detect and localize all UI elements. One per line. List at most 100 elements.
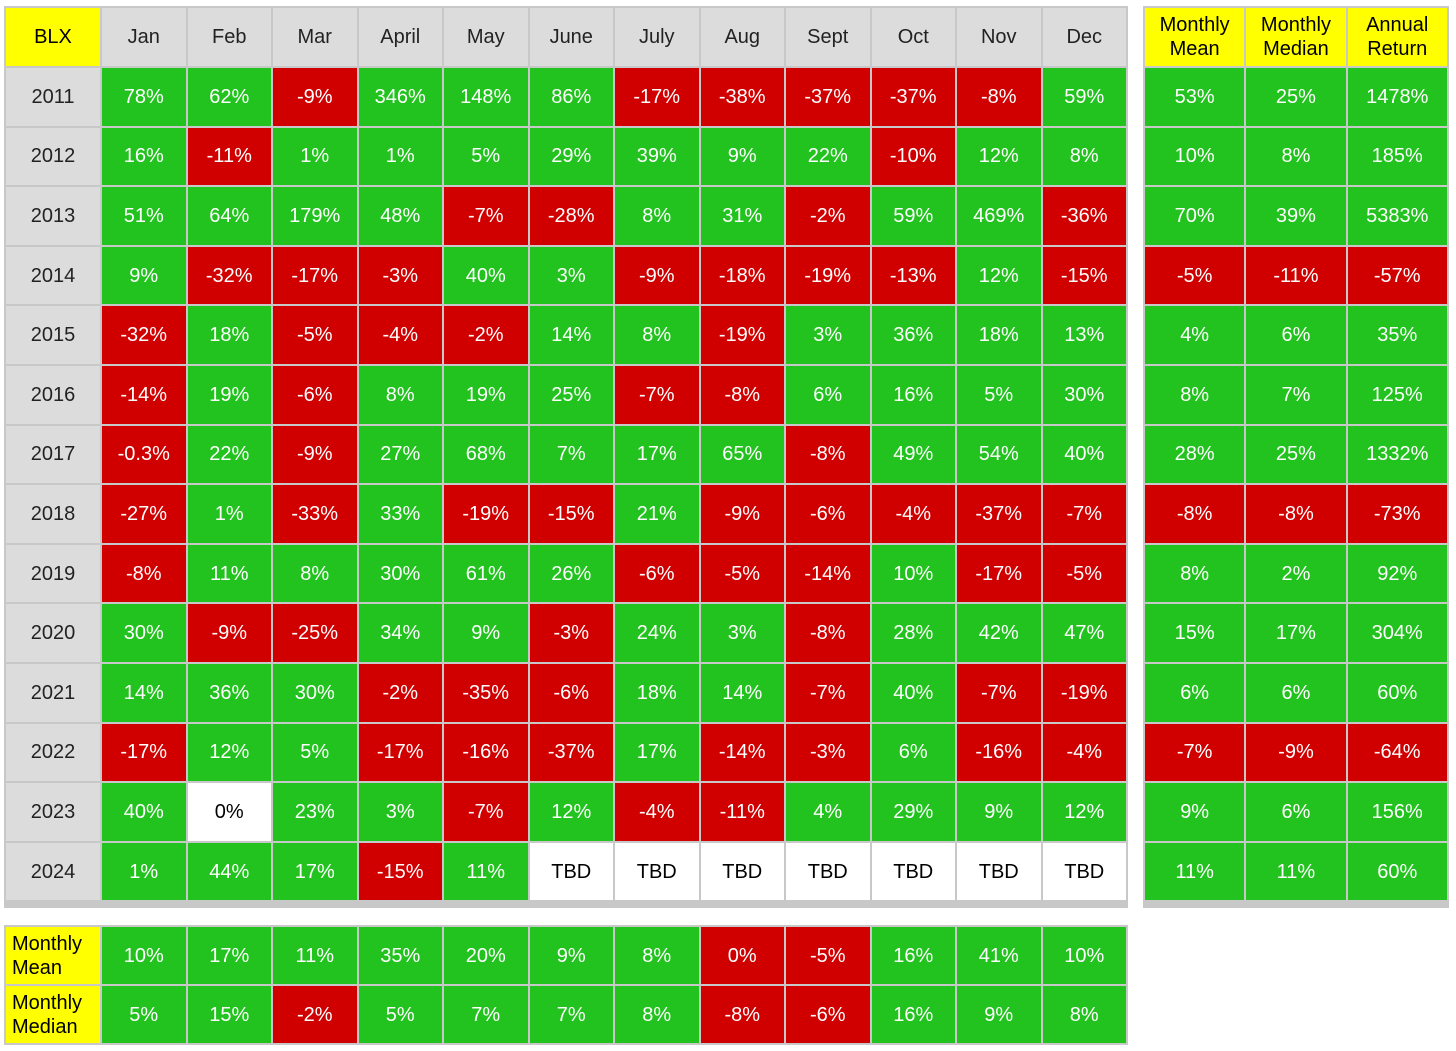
return-cell: 1% bbox=[358, 127, 442, 186]
bottom-row-label: Monthly Mean bbox=[6, 927, 100, 984]
summary-cell: 10% bbox=[1145, 127, 1245, 186]
return-cell: -17% bbox=[358, 723, 442, 782]
return-cell: 14% bbox=[102, 663, 186, 722]
return-cell: 9% bbox=[444, 604, 528, 662]
summary-cell: -9% bbox=[1246, 723, 1346, 782]
bottom-summary-cell: 8% bbox=[1042, 986, 1126, 1043]
return-cell: 26% bbox=[529, 544, 613, 603]
bottom-summary-cell: 41% bbox=[957, 927, 1041, 984]
return-cell: 17% bbox=[615, 425, 699, 484]
return-cell: 54% bbox=[957, 425, 1041, 484]
month-header: Jan bbox=[102, 8, 186, 66]
return-cell: -9% bbox=[700, 485, 784, 543]
return-cell: -3% bbox=[786, 723, 870, 782]
return-cell: -9% bbox=[273, 425, 357, 484]
return-cell: -5% bbox=[700, 544, 784, 603]
year-label: 2017 bbox=[6, 425, 100, 484]
year-label: 2011 bbox=[6, 68, 100, 126]
return-cell: 17% bbox=[273, 842, 357, 901]
return-cell: 48% bbox=[358, 187, 442, 245]
return-cell: TBD bbox=[1042, 842, 1126, 901]
return-cell: 30% bbox=[273, 663, 357, 722]
return-cell: 18% bbox=[187, 306, 271, 364]
return-cell: -9% bbox=[187, 604, 271, 662]
return-cell: -7% bbox=[786, 663, 870, 722]
return-cell: -17% bbox=[273, 246, 357, 305]
return-cell: 39% bbox=[615, 127, 699, 186]
summary-cell: 7% bbox=[1246, 365, 1346, 424]
summary-cell: 4% bbox=[1145, 306, 1245, 364]
return-cell: -16% bbox=[957, 723, 1041, 782]
return-cell: 179% bbox=[273, 187, 357, 245]
return-cell: -18% bbox=[700, 246, 784, 305]
bottom-summary-cell: 17% bbox=[187, 927, 271, 984]
return-cell: 18% bbox=[615, 663, 699, 722]
return-cell: 16% bbox=[102, 127, 186, 186]
return-cell: 61% bbox=[444, 544, 528, 603]
return-cell: -10% bbox=[871, 127, 955, 186]
return-cell: -25% bbox=[273, 604, 357, 662]
summary-cell: 70% bbox=[1145, 187, 1245, 245]
bottom-summary-cell: 7% bbox=[444, 986, 528, 1043]
return-cell: 18% bbox=[957, 306, 1041, 364]
return-cell: -8% bbox=[102, 544, 186, 603]
summary-cell: -5% bbox=[1145, 246, 1245, 305]
return-cell: 5% bbox=[444, 127, 528, 186]
return-cell: 86% bbox=[529, 68, 613, 126]
return-cell: 8% bbox=[273, 544, 357, 603]
return-cell: 64% bbox=[187, 187, 271, 245]
return-cell: 12% bbox=[957, 127, 1041, 186]
summary-cell: -11% bbox=[1246, 246, 1346, 305]
summary-cell: -8% bbox=[1145, 485, 1245, 543]
return-cell: 3% bbox=[700, 604, 784, 662]
return-cell: 59% bbox=[1042, 68, 1126, 126]
return-cell: 19% bbox=[444, 365, 528, 424]
summary-cell: 60% bbox=[1347, 842, 1447, 901]
year-label: 2019 bbox=[6, 544, 100, 603]
return-cell: 40% bbox=[444, 246, 528, 305]
return-cell: 29% bbox=[871, 783, 955, 841]
return-cell: -38% bbox=[700, 68, 784, 126]
summary-cell: 304% bbox=[1347, 604, 1447, 662]
return-cell: -6% bbox=[615, 544, 699, 603]
summary-cell: -8% bbox=[1246, 485, 1346, 543]
summary-cell: -64% bbox=[1347, 723, 1447, 782]
bottom-summary-cell: 9% bbox=[529, 927, 613, 984]
return-cell: 9% bbox=[700, 127, 784, 186]
year-label: 2023 bbox=[6, 783, 100, 841]
summary-cell: 1478% bbox=[1347, 68, 1447, 126]
summary-cell: -73% bbox=[1347, 485, 1447, 543]
return-cell: -37% bbox=[529, 723, 613, 782]
monthly-returns-table: BLX Jan Feb Mar April May June July Aug Sept Oct No… bbox=[4, 6, 1128, 908]
year-label: 2022 bbox=[6, 723, 100, 782]
summary-cell: 5383% bbox=[1347, 187, 1447, 245]
year-label: 2015 bbox=[6, 306, 100, 364]
return-cell: -7% bbox=[444, 783, 528, 841]
summary-cell: 15% bbox=[1145, 604, 1245, 662]
return-cell: -2% bbox=[444, 306, 528, 364]
return-cell: -19% bbox=[700, 306, 784, 364]
return-cell: 40% bbox=[102, 783, 186, 841]
return-cell: 11% bbox=[187, 544, 271, 603]
return-cell: 1% bbox=[102, 842, 186, 901]
return-cell: 42% bbox=[957, 604, 1041, 662]
summary-cell: 92% bbox=[1347, 544, 1447, 603]
return-cell: -7% bbox=[1042, 485, 1126, 543]
year-label: 2021 bbox=[6, 663, 100, 722]
summary-cell: 53% bbox=[1145, 68, 1245, 126]
return-cell: 6% bbox=[871, 723, 955, 782]
return-cell: -6% bbox=[529, 663, 613, 722]
return-cell: -8% bbox=[786, 425, 870, 484]
bottom-summary-cell: 7% bbox=[529, 986, 613, 1043]
return-cell: 44% bbox=[187, 842, 271, 901]
summary-cell: 8% bbox=[1246, 127, 1346, 186]
return-cell: -27% bbox=[102, 485, 186, 543]
bottom-summary-cell: 15% bbox=[187, 986, 271, 1043]
return-cell: 346% bbox=[358, 68, 442, 126]
bottom-summary-cell: 10% bbox=[102, 927, 186, 984]
return-cell: 51% bbox=[102, 187, 186, 245]
return-cell: 40% bbox=[871, 663, 955, 722]
return-cell: -17% bbox=[615, 68, 699, 126]
return-cell: 8% bbox=[615, 306, 699, 364]
annual-summary-table: Monthly Mean Monthly Median Annual Return 5… bbox=[1143, 6, 1449, 908]
